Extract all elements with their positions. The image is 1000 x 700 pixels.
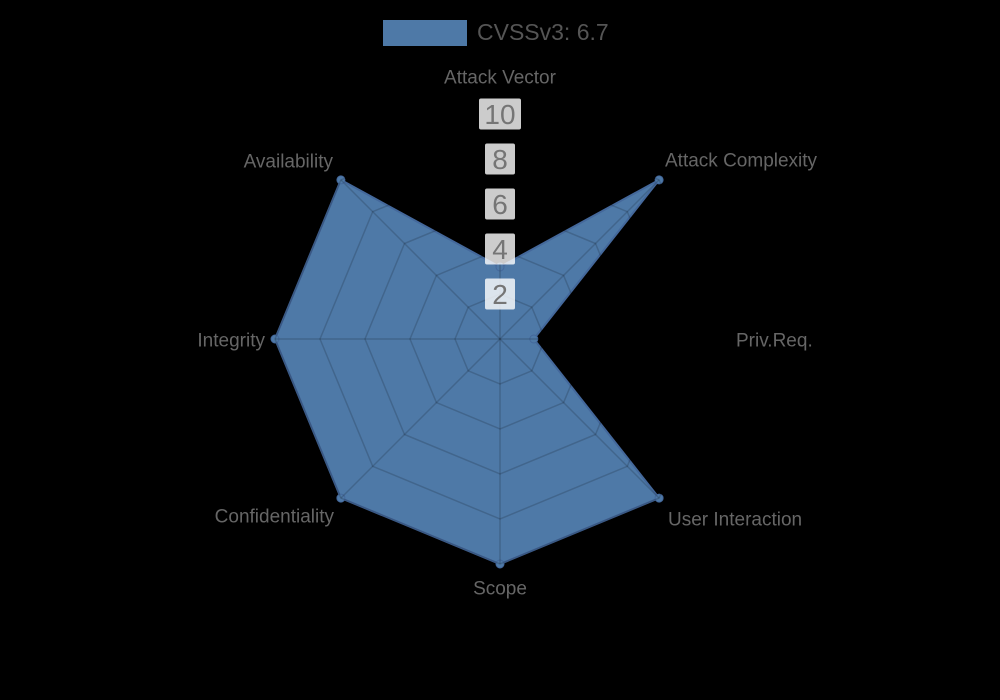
chart-legend[interactable]: CVSSv3: 6.7 — [383, 19, 609, 46]
grid-spoke-confidentiality — [340, 338, 501, 499]
grid-spoke-attack-complexity — [499, 179, 660, 340]
grid-ring-8 — [319, 158, 681, 520]
tick-label-10: 10 — [484, 99, 515, 130]
tick-label-2: 2 — [492, 279, 508, 310]
tick-backdrop-10 — [479, 98, 521, 130]
tick-label-4: 4 — [492, 234, 508, 265]
grid-ring-2 — [454, 293, 546, 385]
grid-ring-10 — [274, 113, 726, 565]
legend-swatch-icon — [383, 19, 467, 46]
data-point-user-interaction — [654, 493, 664, 503]
tick-label-8: 8 — [492, 144, 508, 175]
axis-label-priv-req: Priv.Req. — [736, 331, 813, 352]
data-point-attack-complexity — [654, 175, 664, 185]
axis-label-attack-complexity: Attack Complexity — [665, 151, 818, 172]
tick-backdrop-8 — [485, 143, 515, 175]
tick-backdrop-2 — [485, 278, 515, 310]
tick-label-6: 6 — [492, 189, 508, 220]
grid-ring-4 — [409, 248, 591, 430]
tick-backdrop-4 — [485, 233, 515, 265]
tick-backdrop-6 — [485, 188, 515, 220]
axis-label-scope: Scope — [473, 579, 527, 600]
grid-spoke-availability — [340, 179, 501, 340]
axis-label-user-interaction: User Interaction — [668, 510, 802, 531]
data-point-scope — [495, 559, 505, 569]
grid-spoke-user-interaction — [499, 338, 660, 499]
grid-ring-6 — [364, 203, 636, 475]
axis-label-attack-vector: Attack Vector — [444, 68, 557, 89]
data-point-priv-req — [529, 334, 539, 344]
axis-label-integrity: Integrity — [197, 331, 265, 352]
axis-label-availability: Availability — [244, 152, 334, 173]
legend-label: CVSSv3: 6.7 — [477, 19, 609, 45]
axis-label-confidentiality: Confidentiality — [215, 507, 335, 528]
data-point-availability — [336, 175, 346, 185]
data-point-integrity — [270, 334, 280, 344]
data-point-confidentiality — [336, 493, 346, 503]
